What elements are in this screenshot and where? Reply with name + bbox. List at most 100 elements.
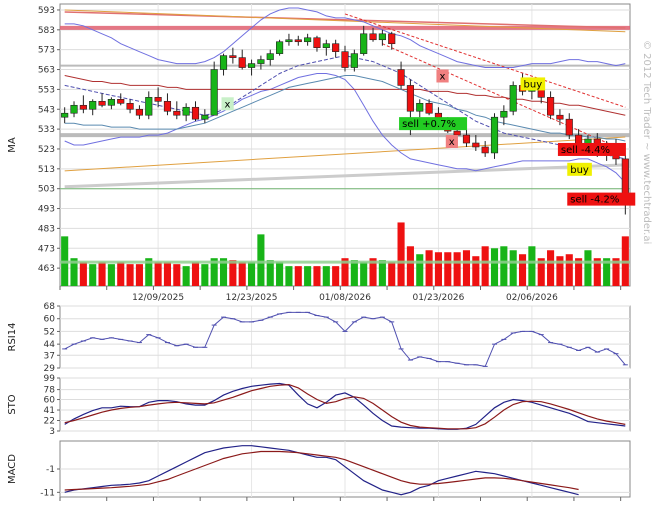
candle-body [145,97,153,116]
signal-label-box [221,97,234,111]
sto-panel-ytick-label: 41 [44,406,55,416]
candle-body [61,112,69,118]
volume-bar [425,250,433,286]
candle-body [79,104,87,110]
bollinger-upper-line [64,7,626,68]
volume-bar [453,252,461,286]
volume-bar [210,258,218,286]
candle-body [341,51,349,68]
price-panel-ytick-label: 483 [38,224,55,234]
volume-bar [70,258,78,286]
rsi-panel-ylabel: RSI14 [7,323,18,352]
macd-panel: -1 -11 MACD [7,440,631,498]
candle-body [98,101,106,106]
candle-body [163,101,172,112]
volume-bar [154,262,162,286]
volume-bar [500,246,508,286]
candle-body [425,102,433,114]
volume-bar [107,264,115,286]
volume-bar [294,266,302,286]
bollinger-lower-line [64,73,626,184]
volume-bar [369,258,377,286]
rsi-panel-ytick-label: 44 [44,340,56,350]
volume-bar [332,266,340,286]
candle-body [378,33,386,41]
candle-body [322,43,330,48]
volume-bar [248,262,256,286]
candle-body [285,39,293,43]
candle-body [509,85,517,112]
price-panel-ytick-label: 523 [38,145,55,155]
volume-bar [556,256,564,286]
volume-bar [135,264,143,286]
candle-body [107,99,115,106]
volume-bar [490,248,499,286]
candle-body [135,108,143,116]
ma-long-line [64,75,626,116]
signal-label-box [445,135,458,149]
macd-panel-ytick-label: -11 [40,488,55,498]
candle-body [547,97,555,116]
volume-bar [285,266,293,286]
candle-body [490,116,499,154]
volume-bar [191,262,200,286]
candle-body [173,110,181,116]
price-panel-ytick-label: 583 [38,26,55,36]
volume-bar [126,264,134,286]
candle-body [360,33,368,54]
signal-label: sell +0.7% [402,119,456,130]
trendline [64,9,626,33]
volume-bar [528,246,536,286]
candle-body [89,101,97,110]
rsi-panel-ytick-label: 29 [44,364,56,374]
volume-bar [397,222,405,286]
candle-body [117,99,125,104]
xtick-label: 01/23/2026 [413,293,465,303]
candle-body [219,55,228,70]
x-axis: 12/09/2025 12/23/2025 01/08/2026 01/23/2026… [59,286,622,501]
signal-label: buy [524,79,543,90]
volume-bar [341,258,349,286]
candle-body [154,97,162,102]
sto-panel-ylabel: STO [7,394,18,414]
price-panel-ytick-label: 513 [38,165,55,175]
signal-label: x [439,71,445,82]
trendline [64,163,626,189]
candle-body [238,57,246,68]
sto-panel-ytick-label: 3 [49,427,55,437]
signal-label: x [449,137,455,148]
signal-label: buy [570,165,589,176]
volume-bar [434,252,442,286]
volume-bar [89,264,97,286]
sto-d-line [64,383,626,430]
candle-body [565,118,573,136]
volume-bar [518,254,527,286]
volume-bar [257,234,265,286]
volume-bar [547,250,555,286]
price-panel-ytick-label: 493 [38,205,55,215]
price-panel-ytick-label: 593 [38,6,55,16]
volume-bar [238,262,246,286]
sto-k-line [64,382,626,430]
volume-bar [117,262,125,286]
candle-body [201,114,209,120]
trendline [344,13,626,108]
macd-panel-ytick-label: -1 [46,465,55,475]
volume-bar [509,250,517,286]
volume-bar [229,260,237,286]
candle-body [191,106,200,120]
candle-body [276,41,284,54]
volume-bar [406,246,414,286]
volume-bar [350,260,358,286]
candle-body [406,85,414,112]
volume-bar [378,260,386,286]
xtick-label: 12/09/2025 [132,293,184,303]
candle-body [70,104,78,114]
volume-bar [584,250,592,286]
volume-bar [79,262,87,286]
trendline [64,11,626,29]
volume-bar [266,260,274,286]
candle-body [453,130,461,136]
